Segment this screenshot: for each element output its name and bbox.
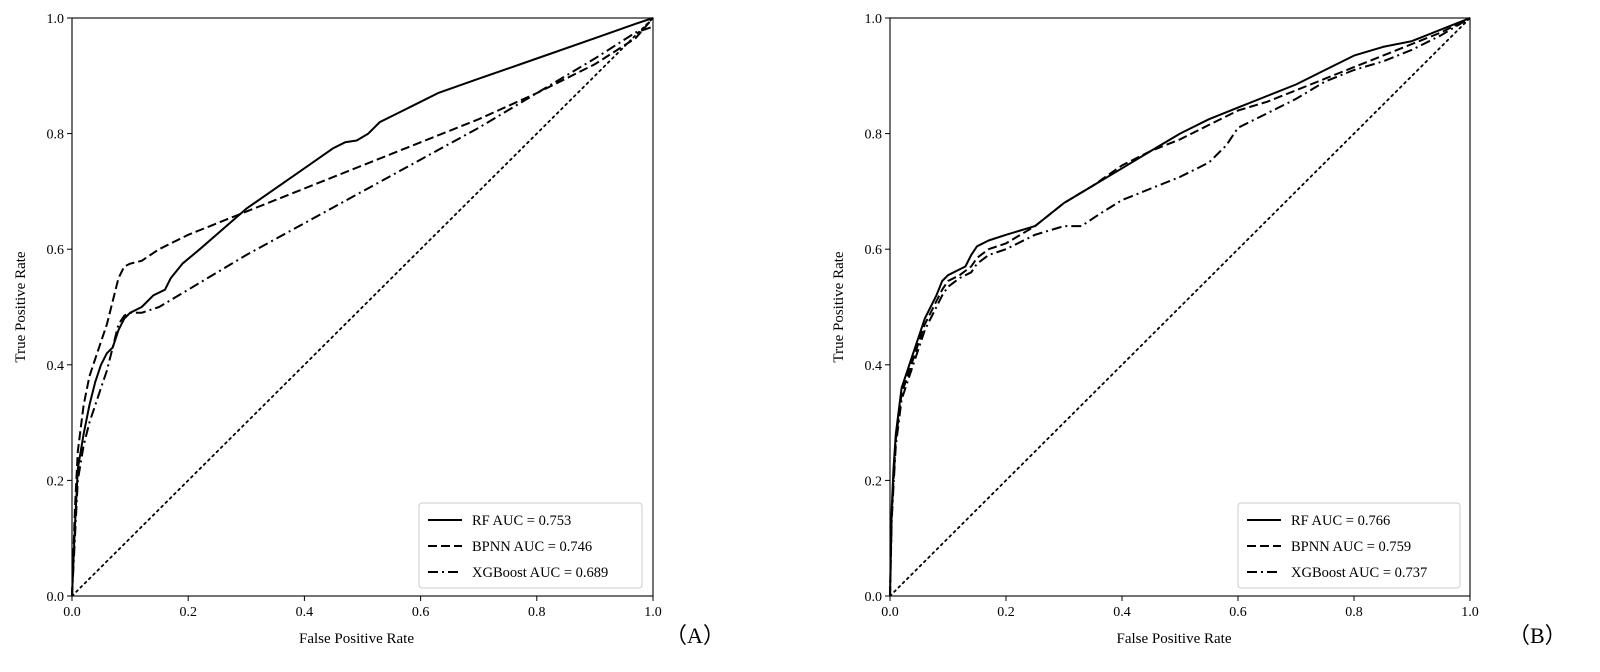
y-axis-label: True Positive Rate bbox=[13, 251, 29, 362]
legend-label: XGBoost AUC = 0.689 bbox=[472, 565, 608, 581]
legend-label: BPNN AUC = 0.759 bbox=[1291, 539, 1411, 555]
roc-panel-b: 0.0 0.2 0.4 0.6 0.8 1.0 0.0 0.2 0.4 0.6 0.8 1.0 Fals… bbox=[831, 12, 1567, 648]
x-tick-label: 0.0 bbox=[881, 605, 899, 620]
roc-curve-xgboost bbox=[889, 17, 1471, 597]
x-tick-label: 0.4 bbox=[1113, 605, 1131, 620]
y-tick-label: 1.0 bbox=[865, 12, 883, 27]
roc-curve-rf bbox=[71, 17, 654, 597]
y-tick-label: 0.8 bbox=[865, 128, 883, 143]
panel-label: （A） bbox=[665, 623, 725, 648]
x-tick-label: 0.0 bbox=[63, 605, 81, 620]
x-tick-label: 1.0 bbox=[644, 605, 662, 620]
roc-curve-bpnn bbox=[889, 17, 1471, 597]
x-axis-label: False Positive Rate bbox=[1117, 631, 1232, 647]
chance-diagonal-line bbox=[71, 17, 654, 597]
panel-label: （B） bbox=[1508, 623, 1567, 648]
x-tick-label: 0.4 bbox=[296, 605, 314, 620]
legend-label: BPNN AUC = 0.746 bbox=[472, 539, 592, 555]
legend-box bbox=[418, 502, 643, 589]
x-tick-label: 0.8 bbox=[1345, 605, 1363, 620]
chance-diagonal-line bbox=[889, 17, 1471, 597]
y-tick-label: 0.8 bbox=[47, 128, 65, 143]
y-tick-label: 0.4 bbox=[47, 359, 65, 374]
y-tick-label: 0.0 bbox=[47, 590, 65, 605]
y-tick-label: 0.0 bbox=[865, 590, 883, 605]
legend-label: RF AUC = 0.766 bbox=[1291, 513, 1390, 529]
x-axis-label: False Positive Rate bbox=[299, 631, 414, 647]
roc-curve-xgboost bbox=[71, 25, 654, 597]
plot-frame bbox=[71, 17, 654, 597]
y-tick-label: 0.4 bbox=[865, 359, 883, 374]
y-tick-label: 0.2 bbox=[47, 474, 65, 489]
x-tick-label: 0.6 bbox=[1229, 605, 1247, 620]
x-tick-label: 0.2 bbox=[179, 605, 197, 620]
plot-frame bbox=[889, 17, 1471, 597]
x-tick-label: 0.2 bbox=[997, 605, 1015, 620]
y-axis-label: True Positive Rate bbox=[831, 251, 847, 362]
y-tick-label: 0.2 bbox=[865, 474, 883, 489]
roc-curve-bpnn bbox=[71, 17, 654, 597]
y-tick-label: 0.6 bbox=[865, 243, 883, 258]
legend-label: XGBoost AUC = 0.737 bbox=[1291, 565, 1427, 581]
x-tick-label: 1.0 bbox=[1461, 605, 1479, 620]
roc-curve-rf bbox=[889, 17, 1471, 597]
legend-box bbox=[1237, 502, 1461, 589]
legend-label: RF AUC = 0.753 bbox=[472, 513, 571, 529]
x-tick-label: 0.6 bbox=[412, 605, 430, 620]
roc-panel-a: 0.0 0.2 0.4 0.6 0.8 1.0 0.0 0.2 0.4 0.6 0.8 1.0 Fals… bbox=[13, 12, 725, 648]
x-tick-label: 0.8 bbox=[528, 605, 546, 620]
y-tick-label: 0.6 bbox=[47, 243, 65, 258]
y-tick-label: 1.0 bbox=[47, 12, 65, 27]
